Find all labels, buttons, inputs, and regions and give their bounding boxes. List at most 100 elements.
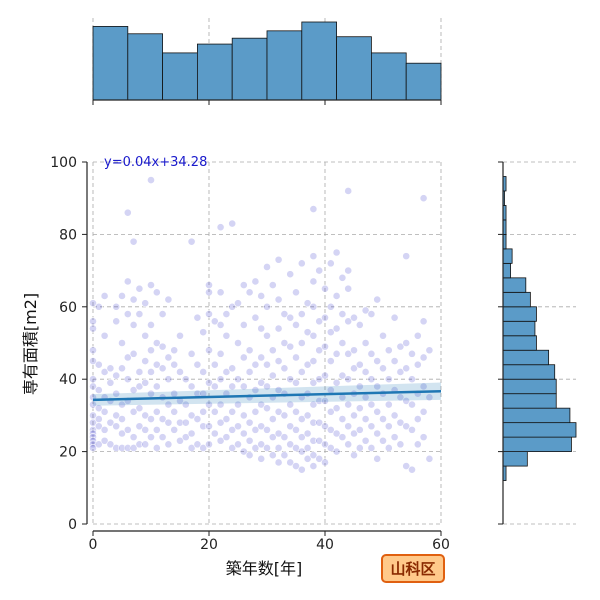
data-point <box>95 415 102 422</box>
data-point <box>101 426 108 433</box>
data-point <box>339 339 346 346</box>
district-badge-label: 山科区 <box>390 560 435 578</box>
data-point <box>321 459 328 466</box>
data-point <box>350 452 357 459</box>
data-point <box>205 441 212 448</box>
data-point <box>200 408 207 415</box>
data-point <box>327 358 334 365</box>
data-point <box>263 303 270 310</box>
data-point <box>113 372 120 379</box>
data-point <box>292 408 299 415</box>
data-point <box>229 365 236 372</box>
data-point <box>391 412 398 419</box>
data-point <box>333 448 340 455</box>
data-point <box>205 347 212 354</box>
x-axis-label: 築年数[年] <box>226 559 303 578</box>
data-point <box>368 423 375 430</box>
data-point <box>188 350 195 357</box>
data-point <box>165 354 172 361</box>
data-point <box>165 419 172 426</box>
regression-equation-label: y=0.04x+34.28 <box>104 155 207 170</box>
data-point <box>385 444 392 451</box>
data-point <box>234 376 241 383</box>
data-point <box>240 354 247 361</box>
data-point <box>124 426 131 433</box>
data-point <box>246 289 253 296</box>
data-point <box>113 303 120 310</box>
data-point <box>356 444 363 451</box>
data-point <box>95 386 102 393</box>
data-point <box>385 376 392 383</box>
data-point <box>339 415 346 422</box>
data-point <box>263 332 270 339</box>
data-point <box>130 321 137 328</box>
data-point <box>356 321 363 328</box>
data-point <box>118 415 125 422</box>
data-point <box>89 376 96 383</box>
data-point <box>136 405 143 412</box>
data-point <box>147 281 154 288</box>
data-point <box>379 332 386 339</box>
data-point <box>310 278 317 285</box>
data-point <box>147 415 154 422</box>
data-point <box>171 361 178 368</box>
data-point <box>281 412 288 419</box>
data-point <box>333 249 340 256</box>
data-point <box>136 368 143 375</box>
data-point <box>263 361 270 368</box>
data-point <box>321 343 328 350</box>
right-hist-bar <box>503 307 536 321</box>
x-tick-label: 60 <box>432 537 450 553</box>
data-point <box>223 415 230 422</box>
data-point <box>275 325 282 332</box>
data-point <box>333 325 340 332</box>
data-point <box>246 347 253 354</box>
data-point <box>350 347 357 354</box>
top-hist-bar <box>406 63 441 100</box>
data-point <box>124 278 131 285</box>
right-hist-bar <box>503 394 556 408</box>
data-point <box>229 408 236 415</box>
data-point <box>211 430 218 437</box>
data-point <box>316 267 323 274</box>
data-point <box>385 423 392 430</box>
data-point <box>246 437 253 444</box>
data-point <box>420 318 427 325</box>
data-point <box>229 383 236 390</box>
data-point <box>194 361 201 368</box>
data-point <box>345 401 352 408</box>
data-point <box>153 426 160 433</box>
data-point <box>287 343 294 350</box>
top-hist-bar <box>371 53 406 100</box>
right-marginal-histogram <box>498 162 576 524</box>
top-hist-bar <box>128 34 163 100</box>
data-point <box>345 285 352 292</box>
data-point <box>379 437 386 444</box>
data-point <box>246 419 253 426</box>
data-point <box>374 296 381 303</box>
data-point <box>281 452 288 459</box>
data-point <box>275 444 282 451</box>
data-point <box>333 292 340 299</box>
right-hist-bar <box>503 321 535 335</box>
data-point <box>200 329 207 336</box>
data-point <box>275 358 282 365</box>
data-point <box>153 289 160 296</box>
data-point <box>142 332 149 339</box>
data-point <box>101 332 108 339</box>
data-point <box>188 430 195 437</box>
data-point <box>345 187 352 194</box>
data-point <box>217 289 224 296</box>
data-point <box>408 376 415 383</box>
data-point <box>339 274 346 281</box>
data-point <box>420 408 427 415</box>
top-hist-bar <box>197 44 232 100</box>
data-point <box>118 365 125 372</box>
data-point <box>159 343 166 350</box>
data-point <box>408 426 415 433</box>
data-point <box>298 339 305 346</box>
data-point <box>292 289 299 296</box>
data-point <box>403 339 410 346</box>
top-hist-bar <box>267 31 302 100</box>
data-point <box>287 314 294 321</box>
